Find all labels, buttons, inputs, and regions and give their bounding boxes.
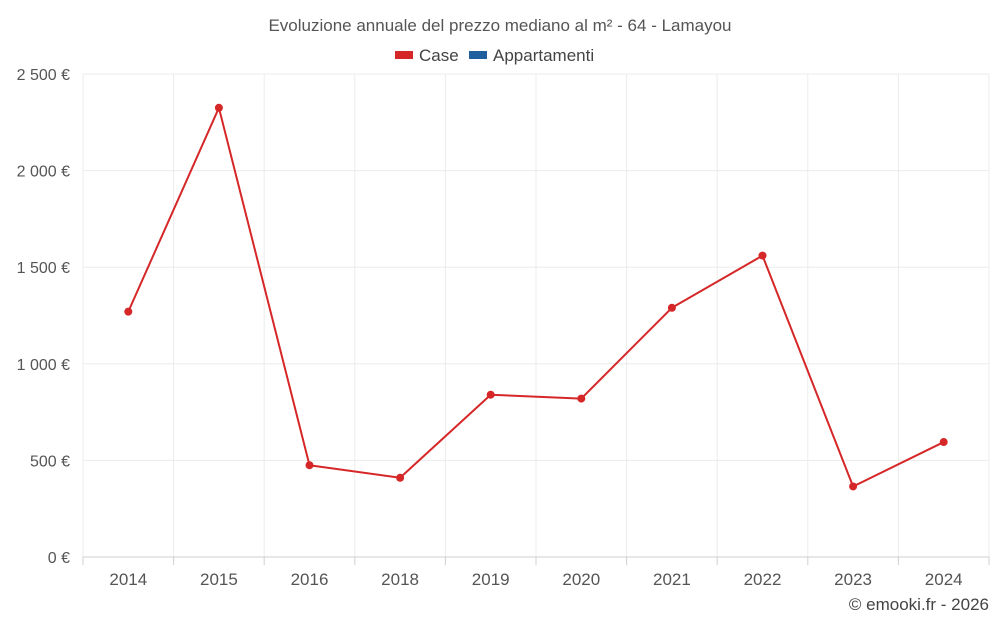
series-line-case <box>127 106 945 488</box>
legend: Case Appartamenti <box>395 46 594 65</box>
data-point-case-2014[interactable] <box>124 307 133 316</box>
data-point-case-2015[interactable] <box>214 103 223 112</box>
legend-swatch-appartamenti <box>469 51 487 59</box>
legend-label-case: Case <box>419 46 459 65</box>
x-tick-label: 2018 <box>381 570 419 589</box>
legend-swatch-case <box>395 51 413 59</box>
y-tick-label: 500 € <box>30 453 70 470</box>
data-point-case-2021[interactable] <box>667 303 676 312</box>
legend-item-case[interactable]: Case <box>395 46 459 65</box>
x-tick-label: 2014 <box>109 570 147 589</box>
y-tick-label: 2 500 € <box>17 67 70 84</box>
x-tick-label: 2019 <box>472 570 510 589</box>
gridlines <box>82 73 990 557</box>
data-point-case-2018[interactable] <box>396 473 405 482</box>
x-tick-label: 2023 <box>834 570 872 589</box>
data-point-case-2022[interactable] <box>758 251 767 260</box>
chart-title: Evoluzione annuale del prezzo mediano al… <box>268 16 731 35</box>
x-tick-label: 2015 <box>200 570 238 589</box>
x-tick-label: 2024 <box>925 570 963 589</box>
x-tick-label: 2020 <box>562 570 600 589</box>
credit-text: © emooki.fr - 2026 <box>849 595 989 614</box>
legend-label-appartamenti: Appartamenti <box>493 46 594 65</box>
y-tick-label: 0 € <box>48 550 70 567</box>
legend-item-appartamenti[interactable]: Appartamenti <box>469 46 594 65</box>
y-tick-label: 1 500 € <box>17 260 70 277</box>
x-tick-label: 2016 <box>291 570 329 589</box>
series-case <box>124 103 948 491</box>
data-point-case-2020[interactable] <box>577 394 586 403</box>
x-tick-label: 2022 <box>744 570 782 589</box>
x-tick-label: 2021 <box>653 570 691 589</box>
data-point-case-2023[interactable] <box>849 482 858 491</box>
data-point-case-2016[interactable] <box>305 461 314 470</box>
data-point-case-2024[interactable] <box>939 438 948 447</box>
y-axis-ticks: 0 € 500 € 1 000 € 1 500 € 2 000 € 2 500 € <box>17 67 70 567</box>
y-tick-label: 2 000 € <box>17 164 70 181</box>
data-point-case-2019[interactable] <box>486 390 495 399</box>
x-axis-ticks: 2014 2015 2016 2018 2019 2020 2021 2022 2023 2024 <box>82 557 990 589</box>
y-tick-label: 1 000 € <box>17 357 70 374</box>
